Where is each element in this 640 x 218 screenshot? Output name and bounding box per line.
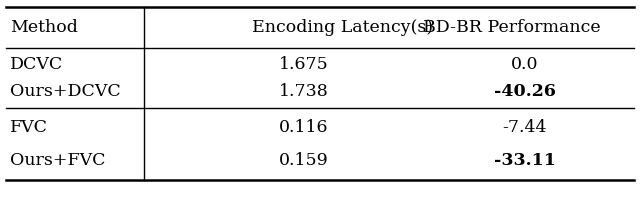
Text: -40.26: -40.26 <box>494 83 556 100</box>
Text: BD-BR Performance: BD-BR Performance <box>423 19 601 36</box>
Text: -7.44: -7.44 <box>502 119 547 136</box>
Text: Ours+FVC: Ours+FVC <box>10 152 105 169</box>
Text: Method: Method <box>10 19 77 36</box>
Text: DCVC: DCVC <box>10 56 63 73</box>
Text: Ours+DCVC: Ours+DCVC <box>10 83 120 100</box>
Text: 0.0: 0.0 <box>511 56 538 73</box>
Text: 0.116: 0.116 <box>279 119 329 136</box>
Text: -33.11: -33.11 <box>494 152 556 169</box>
Text: Encoding Latency(s): Encoding Latency(s) <box>252 19 433 36</box>
Text: 1.738: 1.738 <box>279 83 329 100</box>
Text: 1.675: 1.675 <box>279 56 329 73</box>
Text: FVC: FVC <box>10 119 47 136</box>
Text: 0.159: 0.159 <box>279 152 329 169</box>
